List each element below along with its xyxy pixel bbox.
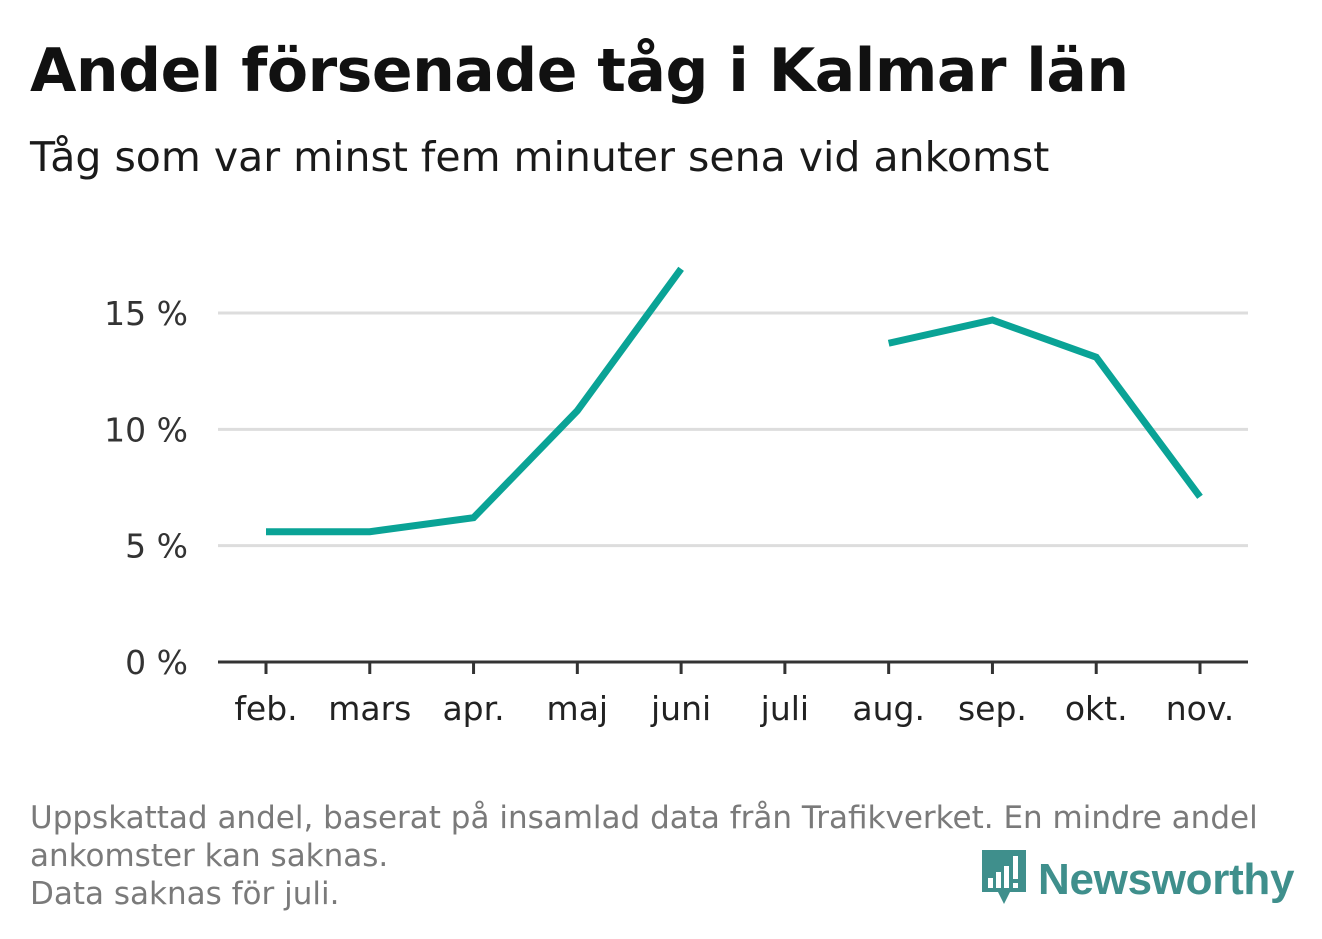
x-tick-label: maj bbox=[547, 689, 609, 728]
x-axis bbox=[218, 660, 1248, 674]
data-point bbox=[888, 343, 889, 344]
y-tick-label: 5 % bbox=[125, 527, 188, 566]
chart-title: Andel försenade tåg i Kalmar län bbox=[30, 36, 1129, 106]
gridlines bbox=[218, 311, 1248, 548]
y-axis-tick-labels: 0 % 5 % 10 % 15 % bbox=[104, 294, 188, 682]
data-point bbox=[681, 268, 682, 269]
chart-subtitle: Tåg som var minst fem minuter sena vid a… bbox=[30, 133, 1050, 181]
x-axis-tick-labels: feb. mars apr. maj juni juli aug. sep. okt. nov. bbox=[234, 689, 1234, 728]
x-tick-label: aug. bbox=[852, 689, 925, 728]
newsworthy-logo: Newsworthy bbox=[980, 848, 1294, 912]
brand-name: Newsworthy bbox=[1038, 855, 1295, 904]
x-tick-label: juli bbox=[760, 689, 809, 728]
footnote-line-2: ankomster kan saknas. bbox=[30, 838, 389, 874]
footnote: Uppskattad andel, baserat på insamlad da… bbox=[30, 799, 1290, 913]
data-point bbox=[577, 410, 578, 411]
x-tick-label: juni bbox=[650, 689, 711, 728]
data-series bbox=[266, 266, 1203, 536]
x-tick-label: feb. bbox=[234, 689, 297, 728]
y-tick-label: 10 % bbox=[104, 410, 188, 449]
data-point bbox=[1096, 357, 1097, 358]
footnote-line-3: Data saknas för juli. bbox=[30, 876, 340, 912]
data-point bbox=[473, 517, 474, 518]
x-tick-label: mars bbox=[328, 689, 411, 728]
data-point bbox=[1200, 496, 1201, 497]
newsworthy-logo-icon bbox=[980, 848, 1028, 912]
line-chart: 0 % 5 % 10 % 15 % feb. mars apr. maj juni juli au… bbox=[104, 266, 1248, 728]
y-tick-label: 0 % bbox=[125, 643, 188, 682]
x-tick-label: apr. bbox=[442, 689, 504, 728]
x-tick-label: nov. bbox=[1166, 689, 1235, 728]
x-tick-label: sep. bbox=[958, 689, 1027, 728]
series-line-segment bbox=[266, 266, 684, 536]
x-tick-label: okt. bbox=[1065, 689, 1128, 728]
data-point bbox=[992, 319, 993, 320]
y-tick-label: 15 % bbox=[104, 294, 188, 333]
series-line-segment bbox=[887, 316, 1203, 499]
footnote-line-1: Uppskattad andel, baserat på insamlad da… bbox=[30, 800, 1258, 836]
data-point bbox=[369, 531, 370, 532]
data-point bbox=[266, 531, 267, 532]
